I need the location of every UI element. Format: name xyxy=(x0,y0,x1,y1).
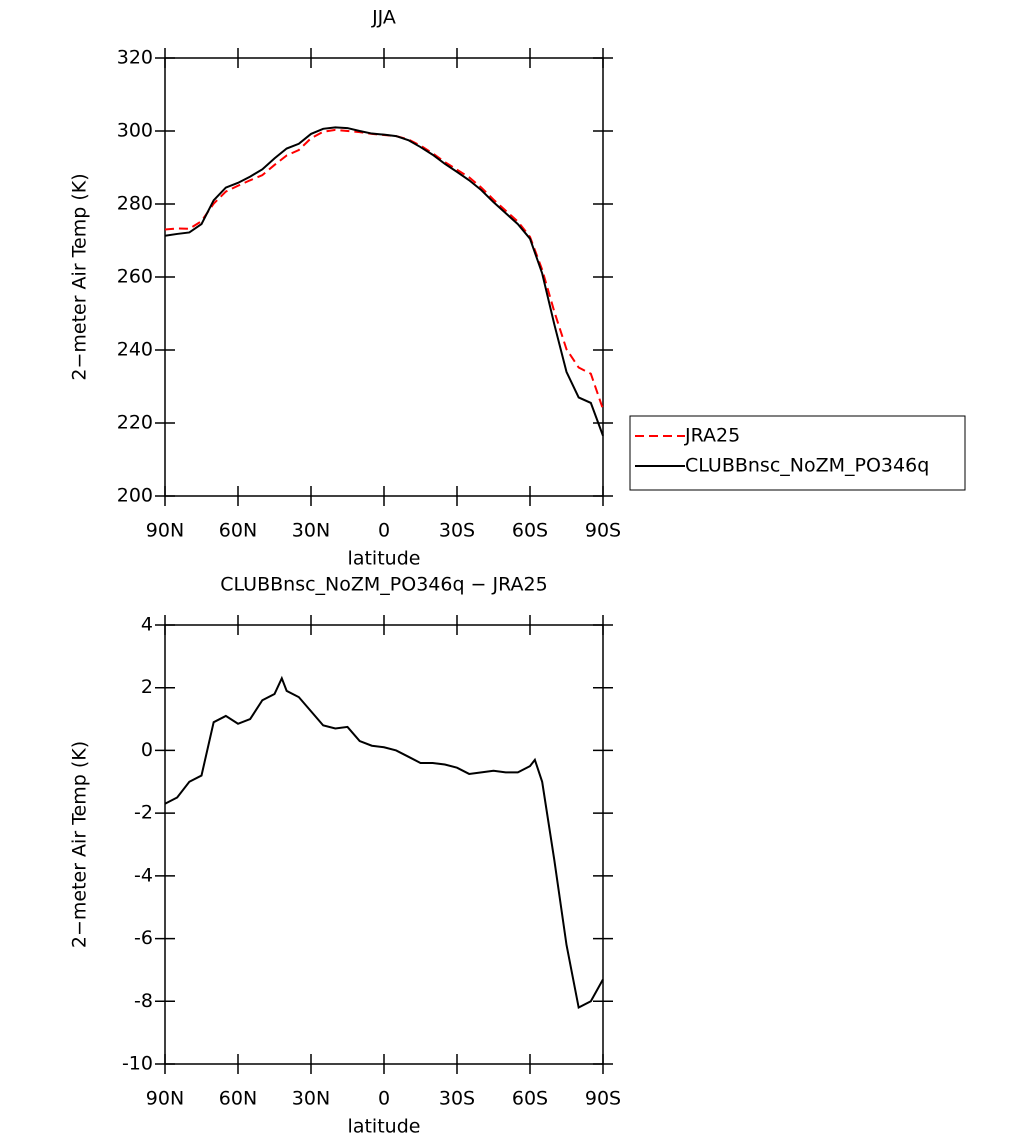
x-axis-label: latitude xyxy=(348,1116,421,1138)
y-axis-label: 2−meter Air Temp (K) xyxy=(69,173,91,380)
y-tick-label: 260 xyxy=(117,266,153,288)
x-tick-label: 60S xyxy=(512,1088,548,1110)
y-tick-label: 0 xyxy=(141,739,153,761)
y-tick-label: -10 xyxy=(122,1053,153,1075)
x-tick-label: 60S xyxy=(512,520,548,542)
legend-label: JRA25 xyxy=(684,425,740,447)
y-tick-label: -8 xyxy=(134,990,153,1012)
x-tick-label: 60N xyxy=(219,1088,257,1110)
y-tick-label: -6 xyxy=(134,927,153,949)
y-tick-label: 220 xyxy=(117,412,153,434)
y-tick-label: 300 xyxy=(117,120,153,142)
y-tick-label: -4 xyxy=(134,864,153,886)
data-line xyxy=(164,128,604,410)
legend-box xyxy=(629,415,966,491)
data-line xyxy=(164,126,604,437)
y-tick-label: 4 xyxy=(141,614,153,636)
x-tick-label: 0 xyxy=(378,1088,390,1110)
x-tick-label: 90S xyxy=(585,1088,621,1110)
legend-label: CLUBBnsc_NoZM_PO346q xyxy=(685,455,929,477)
x-tick-label: 30S xyxy=(439,1088,475,1110)
chart-title: JJA xyxy=(371,7,396,29)
x-tick-label: 30S xyxy=(439,520,475,542)
y-tick-label: 200 xyxy=(117,485,153,507)
x-tick-label: 60N xyxy=(219,520,257,542)
y-tick-label: -2 xyxy=(134,802,153,824)
x-axis-label: latitude xyxy=(348,548,421,570)
y-tick-label: 280 xyxy=(117,193,153,215)
x-tick-label: 0 xyxy=(378,520,390,542)
y-tick-label: 2 xyxy=(141,676,153,698)
y-tick-label: 240 xyxy=(117,339,153,361)
plot-frame xyxy=(164,624,604,1065)
x-tick-label: 90N xyxy=(146,1088,184,1110)
x-tick-label: 30N xyxy=(292,1088,330,1110)
y-tick-label: 320 xyxy=(117,47,153,69)
data-line xyxy=(164,675,604,1010)
plot-frame xyxy=(164,57,604,497)
x-tick-label: 30N xyxy=(292,520,330,542)
chart-title: CLUBBnsc_NoZM_PO346q − JRA25 xyxy=(220,574,547,596)
x-tick-label: 90S xyxy=(585,520,621,542)
x-tick-label: 90N xyxy=(146,520,184,542)
y-axis-label: 2−meter Air Temp (K) xyxy=(69,741,91,948)
